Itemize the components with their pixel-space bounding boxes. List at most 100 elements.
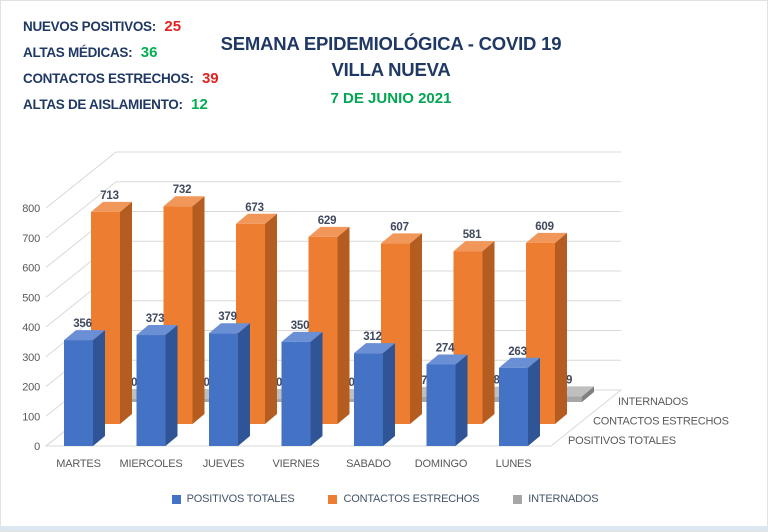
stat-label: ALTAS MÉDICAS:	[23, 45, 133, 60]
category-label: MARTES	[56, 458, 100, 470]
depth-axis-label: CONTACTOS ESTRECHOS	[593, 416, 729, 428]
bar-side-contactos-estrechos	[482, 241, 495, 424]
bar-value-label: 581	[463, 229, 482, 241]
bar-side-positivos-totales	[93, 330, 105, 446]
y-axis-label: 600	[22, 263, 40, 275]
bar-side-contactos-estrechos	[192, 196, 205, 424]
bar-top-contactos-estrechos	[91, 201, 132, 212]
bar-positivos-totales-sabado	[354, 353, 383, 446]
y-axis-label: 300	[22, 352, 40, 364]
bar-side-internados	[582, 386, 594, 402]
bar-top-contactos-estrechos	[163, 196, 205, 207]
bar-value-label: 356	[73, 318, 92, 330]
bar-positivos-totales-viernes	[281, 341, 311, 446]
bar-top-contactos-estrechos	[381, 233, 422, 244]
bar-value-label: 379	[218, 311, 237, 323]
page-subtitle: VILLA NUEVA	[331, 59, 451, 80]
category-label: VIERNES	[273, 458, 320, 470]
bar-side-contactos-estrechos	[120, 201, 132, 424]
sidewall-gridline	[45, 181, 117, 239]
bar-side-positivos-totales	[455, 354, 468, 446]
bar-internados-domingo	[480, 396, 510, 402]
stat-altas-medicas: ALTAS MÉDICAS: 36	[23, 40, 323, 66]
bar-top-contactos-estrechos	[236, 213, 277, 224]
bar-internados-lunes	[553, 396, 582, 402]
y-axis-label: 700	[22, 233, 40, 245]
bar-positivos-totales-domingo	[426, 364, 456, 446]
bar-value-label: 607	[390, 221, 409, 233]
bar-top-contactos-estrechos	[308, 226, 350, 237]
summary-stats-panel: NUEVOS POSITIVOS: 25 ALTAS MÉDICAS: 36 C…	[23, 14, 323, 118]
stat-value: 39	[201, 70, 219, 87]
bar-positivos-totales-lunes	[499, 367, 528, 446]
legend-item-contactos-estrechos: CONTACTOS ESTRECHOS	[328, 493, 479, 505]
stat-label: CONTACTOS ESTRECHOS:	[23, 71, 194, 86]
bar-internados-jueves	[263, 399, 292, 402]
legend-swatch-gray	[513, 494, 523, 504]
category-label: SABADO	[346, 458, 391, 470]
bar-value-label: 732	[173, 184, 192, 196]
bar-top-positivos-totales	[64, 330, 105, 341]
bar-value-label: 629	[318, 215, 337, 227]
bar-internados-sabado	[408, 396, 437, 402]
bar-top-positivos-totales	[281, 331, 323, 342]
chart-title-block: SEMANA EPIDEMIOLÓGICA - COVID 19 VILLA N…	[181, 31, 601, 112]
bar-side-contactos-estrechos	[410, 233, 422, 424]
y-axis-label: 200	[22, 382, 40, 394]
legend-label: CONTACTOS ESTRECHOS	[343, 493, 480, 505]
bar-value-label: 673	[245, 202, 264, 214]
bar-positivos-totales-jueves	[209, 333, 238, 446]
bar-internados-miercoles	[190, 399, 220, 402]
y-axis-label: 100	[22, 411, 40, 423]
bar-side-positivos-totales	[165, 325, 178, 446]
stat-label: ALTAS DE AISLAMIENTO:	[23, 97, 183, 112]
bar-value-label: 274	[436, 342, 455, 354]
bar-side-contactos-estrechos	[337, 226, 350, 424]
bar-value-label: 350	[291, 320, 310, 332]
category-label: MIERCOLES	[120, 458, 183, 470]
bar-value-label: 263	[508, 346, 527, 358]
legend-label: POSITIVOS TOTALES	[186, 493, 295, 505]
bar-value-label: 312	[363, 331, 382, 343]
bar-side-contactos-estrechos	[265, 213, 277, 424]
legend-item-positivos-totales: POSITIVOS TOTALES	[171, 493, 295, 505]
stat-altas-aislamiento: ALTAS DE AISLAMIENTO: 12	[23, 92, 323, 118]
y-axis-label: 0	[34, 441, 40, 453]
y-axis-label: 400	[22, 322, 40, 334]
legend-item-internados: INTERNADOS	[513, 493, 599, 505]
bar-internados-viernes	[335, 399, 365, 402]
bar-top-contactos-estrechos	[526, 232, 567, 243]
depth-axis-label: POSITIVOS TOTALES	[568, 435, 676, 447]
bar-side-positivos-totales	[383, 343, 395, 446]
bar-top-positivos-totales	[209, 323, 250, 334]
bar-top-positivos-totales	[354, 343, 395, 354]
stat-nuevos-positivos: NUEVOS POSITIVOS: 25	[23, 14, 323, 40]
y-axis-label: 500	[22, 292, 40, 304]
chart-legend: POSITIVOS TOTALES CONTACTOS ESTRECHOS IN…	[1, 493, 767, 505]
sidewall-gridline	[45, 151, 117, 209]
stat-value: 12	[191, 96, 208, 113]
legend-swatch-blue	[171, 494, 181, 504]
category-label: JUEVES	[203, 458, 245, 470]
bar-side-contactos-estrechos	[555, 232, 567, 424]
bar-top-positivos-totales	[136, 325, 178, 336]
bar-top-positivos-totales	[499, 357, 540, 368]
bar-top-positivos-totales	[426, 354, 468, 365]
bar-top-contactos-estrechos	[453, 241, 495, 252]
depth-axis-label: INTERNADOS	[618, 396, 688, 408]
page-title: SEMANA EPIDEMIOLÓGICA - COVID 19	[220, 33, 562, 54]
bar-side-positivos-totales	[238, 323, 250, 446]
stat-contactos-estrechos: CONTACTOS ESTRECHOS: 39	[23, 66, 323, 92]
bar-chart-3d: 0100200300400500600700800101010101718197…	[22, 151, 729, 470]
bar-side-positivos-totales	[528, 357, 540, 446]
category-label: DOMINGO	[415, 458, 468, 470]
legend-swatch-orange	[328, 494, 338, 504]
bar-side-positivos-totales	[310, 331, 323, 446]
stat-label: NUEVOS POSITIVOS:	[23, 19, 156, 34]
report-date: 7 DE JUNIO 2021	[330, 90, 452, 107]
bottom-edge-strip	[1, 526, 767, 531]
bar-value-label: 609	[535, 221, 554, 233]
legend-label: INTERNADOS	[528, 493, 599, 505]
bar-positivos-totales-miercoles	[136, 335, 166, 446]
